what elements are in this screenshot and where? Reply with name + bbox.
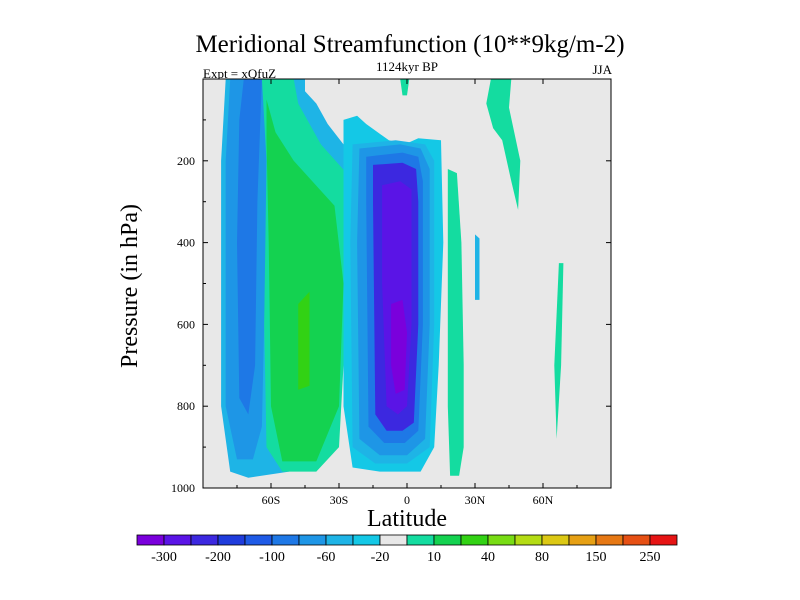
season-label: JJA (592, 62, 612, 77)
colorbar-swatch (352, 534, 381, 546)
colorbar-swatch (298, 534, 327, 546)
contour-region-4 (266, 99, 344, 462)
x-axis-label: Latitude (367, 506, 447, 532)
x-tick-label: 30S (330, 493, 349, 507)
y-tick-label: 200 (177, 154, 195, 168)
plot-area (202, 78, 612, 489)
contour-region-17 (554, 263, 564, 439)
y-tick-label: 1000 (171, 481, 195, 495)
colorbar-swatch (190, 534, 219, 546)
colorbar-label: 250 (640, 550, 661, 565)
x-tick-label: 60N (533, 493, 554, 507)
contour-fills (221, 79, 564, 478)
y-axis: 200 400 600 800 1000 (171, 119, 611, 495)
colorbar-swatch (487, 534, 516, 546)
x-tick-label: 60S (262, 493, 281, 507)
colorbar-label: 80 (535, 550, 549, 565)
colorbar-label: -100 (259, 550, 285, 565)
x-axis: 60S 30S 0 30N 60N (236, 79, 578, 507)
colorbar-swatch (622, 534, 651, 546)
contour-region-14 (486, 79, 521, 210)
time-label: 1124kyr BP (376, 59, 438, 74)
colorbar-label: 40 (481, 550, 495, 565)
colorbar-swatch (325, 534, 354, 546)
colorbar-swatch (244, 534, 273, 546)
colorbar-swatch (379, 534, 408, 546)
colorbar-swatch (568, 534, 597, 546)
x-tick-label: 30N (465, 493, 486, 507)
y-tick-label: 600 (177, 317, 195, 331)
colorbar-swatch (217, 534, 246, 546)
colorbar-label: 10 (427, 550, 441, 565)
contour-region-12 (391, 299, 407, 394)
colorbar-label: -200 (205, 550, 231, 565)
colorbar-swatch (163, 534, 192, 546)
colorbar-swatch (649, 534, 678, 546)
contour-region-15 (447, 169, 464, 476)
x-tick-label: 0 (404, 493, 410, 507)
colorbar-swatch (271, 534, 300, 546)
colorbar-label: -300 (151, 550, 177, 565)
y-tick-label: 800 (177, 399, 195, 413)
colorbar-swatch (433, 534, 462, 546)
experiment-label: Expt = xQfuZ (203, 66, 276, 81)
contour-region-16 (475, 234, 480, 300)
colorbar-label: -20 (371, 550, 390, 565)
colorbar: -300 -200 -100 -60 -20 10 40 80 150 250 (136, 534, 678, 565)
contour-region-2 (237, 79, 262, 415)
y-axis-label: Pressure (in hPa) (117, 204, 143, 368)
contour-region-5 (298, 291, 310, 390)
colorbar-label: 150 (586, 550, 607, 565)
y-tick-label: 400 (177, 236, 195, 250)
colorbar-swatch (136, 534, 165, 546)
colorbar-swatch (460, 534, 489, 546)
colorbar-swatch (541, 534, 570, 546)
colorbar-swatch (514, 534, 543, 546)
colorbar-label: -60 (317, 550, 336, 565)
chart-title: Meridional Streamfunction (10**9kg/m-2) (195, 31, 624, 58)
colorbar-swatch (406, 534, 435, 546)
colorbar-swatch (595, 534, 624, 546)
